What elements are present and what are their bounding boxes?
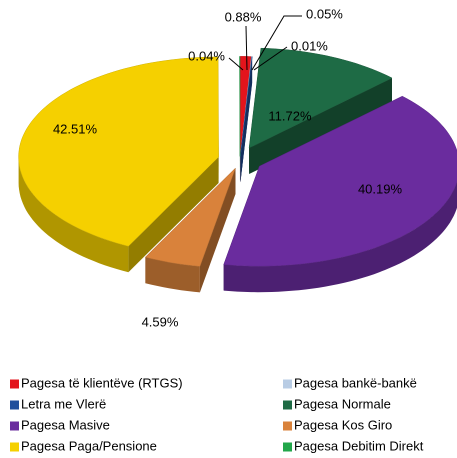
legend-swatch xyxy=(283,442,292,452)
slice-side xyxy=(223,181,457,293)
slice-side xyxy=(18,157,129,273)
legend-label: Pagesa të klientëve (RTGS) xyxy=(21,375,183,390)
slice-wall xyxy=(249,78,392,174)
legend-swatch xyxy=(283,379,292,389)
slice-wall xyxy=(128,157,219,273)
slice xyxy=(239,56,241,157)
data-label: 0.05% xyxy=(306,6,343,21)
leader-line xyxy=(251,15,302,71)
data-label: 11.72% xyxy=(268,108,312,123)
data-label: 4.59% xyxy=(142,314,179,329)
leader-line xyxy=(228,57,244,71)
leader-line xyxy=(245,25,248,71)
legend-label: Pagesa bankë-bankë xyxy=(294,375,417,390)
slice xyxy=(18,56,219,247)
slice xyxy=(240,56,253,157)
legend-swatch xyxy=(10,400,19,410)
slice xyxy=(248,47,393,149)
legend-swatch xyxy=(10,379,19,389)
legend-label: Pagesa Normale xyxy=(294,396,391,411)
leader-line xyxy=(253,46,288,71)
legend-label: Pagesa Kos Giro xyxy=(294,417,392,432)
data-label: 0.88% xyxy=(225,9,262,24)
legend-swatch xyxy=(283,421,292,431)
slice xyxy=(223,95,457,267)
legend-label: Pagesa Debitim Direkt xyxy=(294,438,424,453)
data-label: 0.01% xyxy=(291,38,328,53)
data-label: 42.51% xyxy=(53,121,98,136)
data-label: 0.04% xyxy=(188,48,225,63)
legend-swatch xyxy=(10,421,19,431)
slice xyxy=(144,167,236,267)
legend-label: Pagesa Masive xyxy=(21,417,110,432)
legend-label: Letra me Vlerë xyxy=(21,396,106,411)
legend-swatch xyxy=(10,442,19,452)
slice-wall xyxy=(240,56,253,183)
legend-label: Pagesa Paga/Pensione xyxy=(21,438,157,453)
slice-side xyxy=(145,257,200,293)
legend-swatch xyxy=(283,400,292,410)
data-label: 40.19% xyxy=(358,181,403,196)
